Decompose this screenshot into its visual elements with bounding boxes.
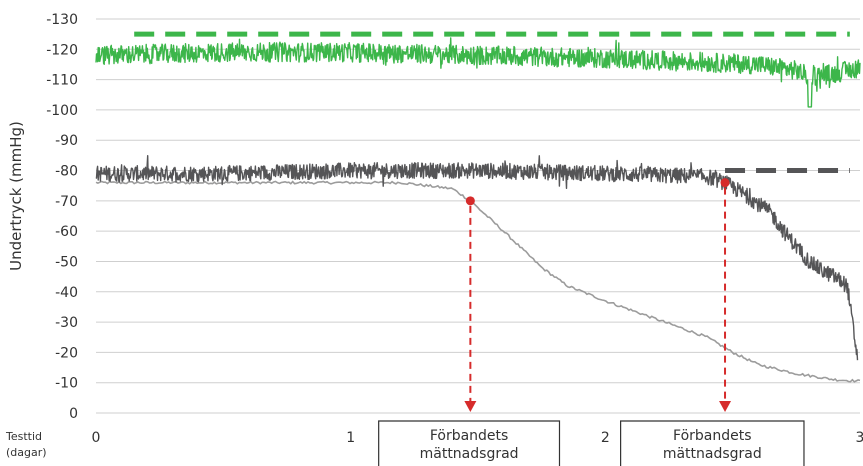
y-tick-label: -120 — [46, 42, 78, 58]
y-tick-label: -70 — [55, 194, 78, 210]
annotation-box-label: mättnadsgrad — [420, 446, 519, 462]
dark-series-line — [95, 155, 859, 361]
y-tick-label: -100 — [46, 103, 78, 119]
y-axis-title: Undertryck (mmHg) — [7, 121, 25, 271]
annotation-box-label: Förbandets — [673, 428, 752, 444]
annotation-box — [378, 420, 561, 466]
arrow-group — [464, 178, 732, 412]
y-tick-label: 0 — [69, 406, 78, 422]
light-series-line — [95, 180, 861, 383]
y-tick-label: -30 — [55, 315, 78, 331]
y-tick-label: -10 — [55, 376, 78, 392]
x-axis-title-line-1: Testtid — [5, 430, 42, 443]
y-tick-label: -90 — [55, 133, 78, 149]
series-group — [95, 31, 861, 383]
y-tick-labels: -130-120-110-100-90-80-70-60-50-40-30-20… — [46, 12, 78, 422]
x-tick-label: 3 — [856, 430, 863, 446]
y-tick-label: -130 — [46, 12, 78, 28]
y-tick-label: -50 — [55, 254, 78, 270]
annotation-box-label: Förbandets — [430, 428, 509, 444]
arrow-head — [464, 401, 477, 412]
x-tick-label: 2 — [601, 430, 610, 446]
y-tick-label: -40 — [55, 285, 78, 301]
x-tick-labels: 0 1 2 3 — [92, 430, 863, 446]
x-axis-title-line-2: (dagar) — [6, 446, 47, 459]
y-tick-label: -80 — [55, 164, 78, 180]
y-tick-label: -60 — [55, 224, 78, 240]
saturation-marker — [465, 196, 475, 206]
y-tick-label: -110 — [46, 73, 78, 89]
x-tick-label: 1 — [346, 430, 355, 446]
arrow-head — [719, 401, 732, 412]
x-tick-label: 0 — [92, 430, 101, 446]
annotation-box-label: mättnadsgrad — [663, 446, 762, 462]
gridlines — [96, 18, 860, 414]
annotation-box — [620, 420, 805, 466]
annotation-boxes: Förbandets mättnadsgrad Förbandets mättnads… — [378, 420, 805, 466]
green-series-line — [95, 37, 861, 108]
saturation-marker — [720, 178, 730, 188]
y-tick-label: -20 — [55, 345, 78, 361]
